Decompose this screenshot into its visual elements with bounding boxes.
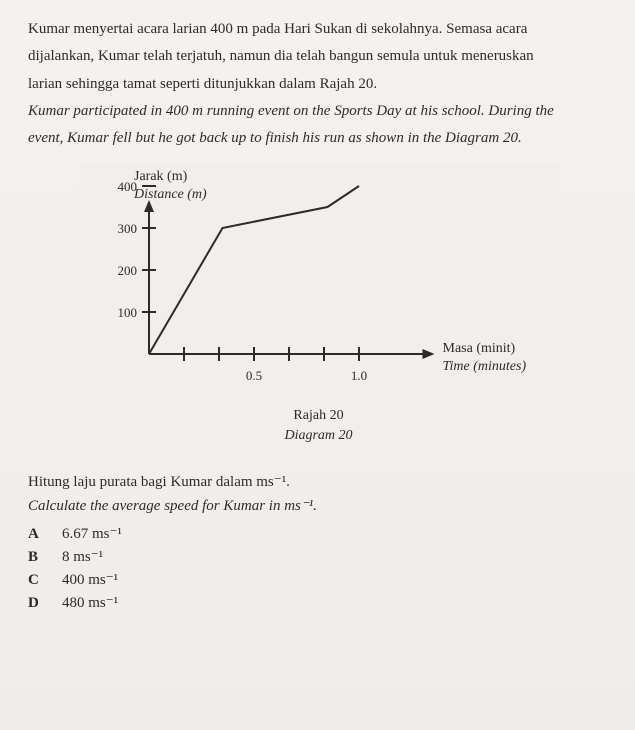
caption-en: Diagram 20	[28, 426, 609, 446]
option-letter: C	[28, 572, 44, 589]
svg-text:300: 300	[117, 221, 137, 236]
prompt-en: Calculate the average speed for Kumar in…	[28, 495, 609, 518]
chart-container: Jarak (m) Distance (m) 100 200 300 400 0.5 1.0 M…	[28, 164, 609, 394]
question-text-block: Kumar menyertai acara larian 400 m pada …	[28, 18, 609, 150]
question-line-ms-3: larian sehingga tamat seperti ditunjukka…	[28, 73, 609, 96]
svg-text:1.0: 1.0	[350, 368, 366, 383]
svg-text:100: 100	[117, 305, 137, 320]
prompt-block: Hitung laju purata bagi Kumar dalam ms⁻¹…	[28, 471, 609, 518]
svg-text:200: 200	[117, 263, 137, 278]
svg-text:Masa (minit): Masa (minit)	[442, 341, 515, 356]
option-d[interactable]: D 480 ms⁻¹	[28, 593, 609, 612]
caption-ms: Rajah 20	[28, 406, 609, 426]
prompt-ms: Hitung laju purata bagi Kumar dalam ms⁻¹…	[28, 471, 609, 494]
svg-text:Time (minutes): Time (minutes)	[442, 359, 526, 374]
svg-text:Jarak (m): Jarak (m)	[134, 169, 188, 184]
option-text: 8 ms⁻¹	[62, 547, 103, 566]
option-letter: B	[28, 549, 44, 566]
options-list: A 6.67 ms⁻¹ B 8 ms⁻¹ C 400 ms⁻¹ D 480 ms…	[28, 524, 609, 612]
svg-text:Distance (m): Distance (m)	[133, 187, 207, 202]
option-text: 400 ms⁻¹	[62, 570, 118, 589]
question-line-en-1: Kumar participated in 400 m running even…	[28, 100, 609, 123]
distance-time-chart: Jarak (m) Distance (m) 100 200 300 400 0.5 1.0 M…	[79, 164, 559, 394]
question-line-ms-1: Kumar menyertai acara larian 400 m pada …	[28, 18, 609, 41]
question-page: Kumar menyertai acara larian 400 m pada …	[0, 0, 635, 730]
question-line-en-2: event, Kumar fell but he got back up to …	[28, 127, 609, 150]
option-letter: D	[28, 595, 44, 612]
svg-text:400: 400	[117, 179, 137, 194]
option-letter: A	[28, 526, 44, 543]
figure-caption: Rajah 20 Diagram 20	[28, 406, 609, 445]
option-a[interactable]: A 6.67 ms⁻¹	[28, 524, 609, 543]
svg-text:0.5: 0.5	[245, 368, 261, 383]
option-text: 6.67 ms⁻¹	[62, 524, 122, 543]
question-line-ms-2: dijalankan, Kumar telah terjatuh, namun …	[28, 45, 609, 68]
option-b[interactable]: B 8 ms⁻¹	[28, 547, 609, 566]
option-c[interactable]: C 400 ms⁻¹	[28, 570, 609, 589]
option-text: 480 ms⁻¹	[62, 593, 118, 612]
